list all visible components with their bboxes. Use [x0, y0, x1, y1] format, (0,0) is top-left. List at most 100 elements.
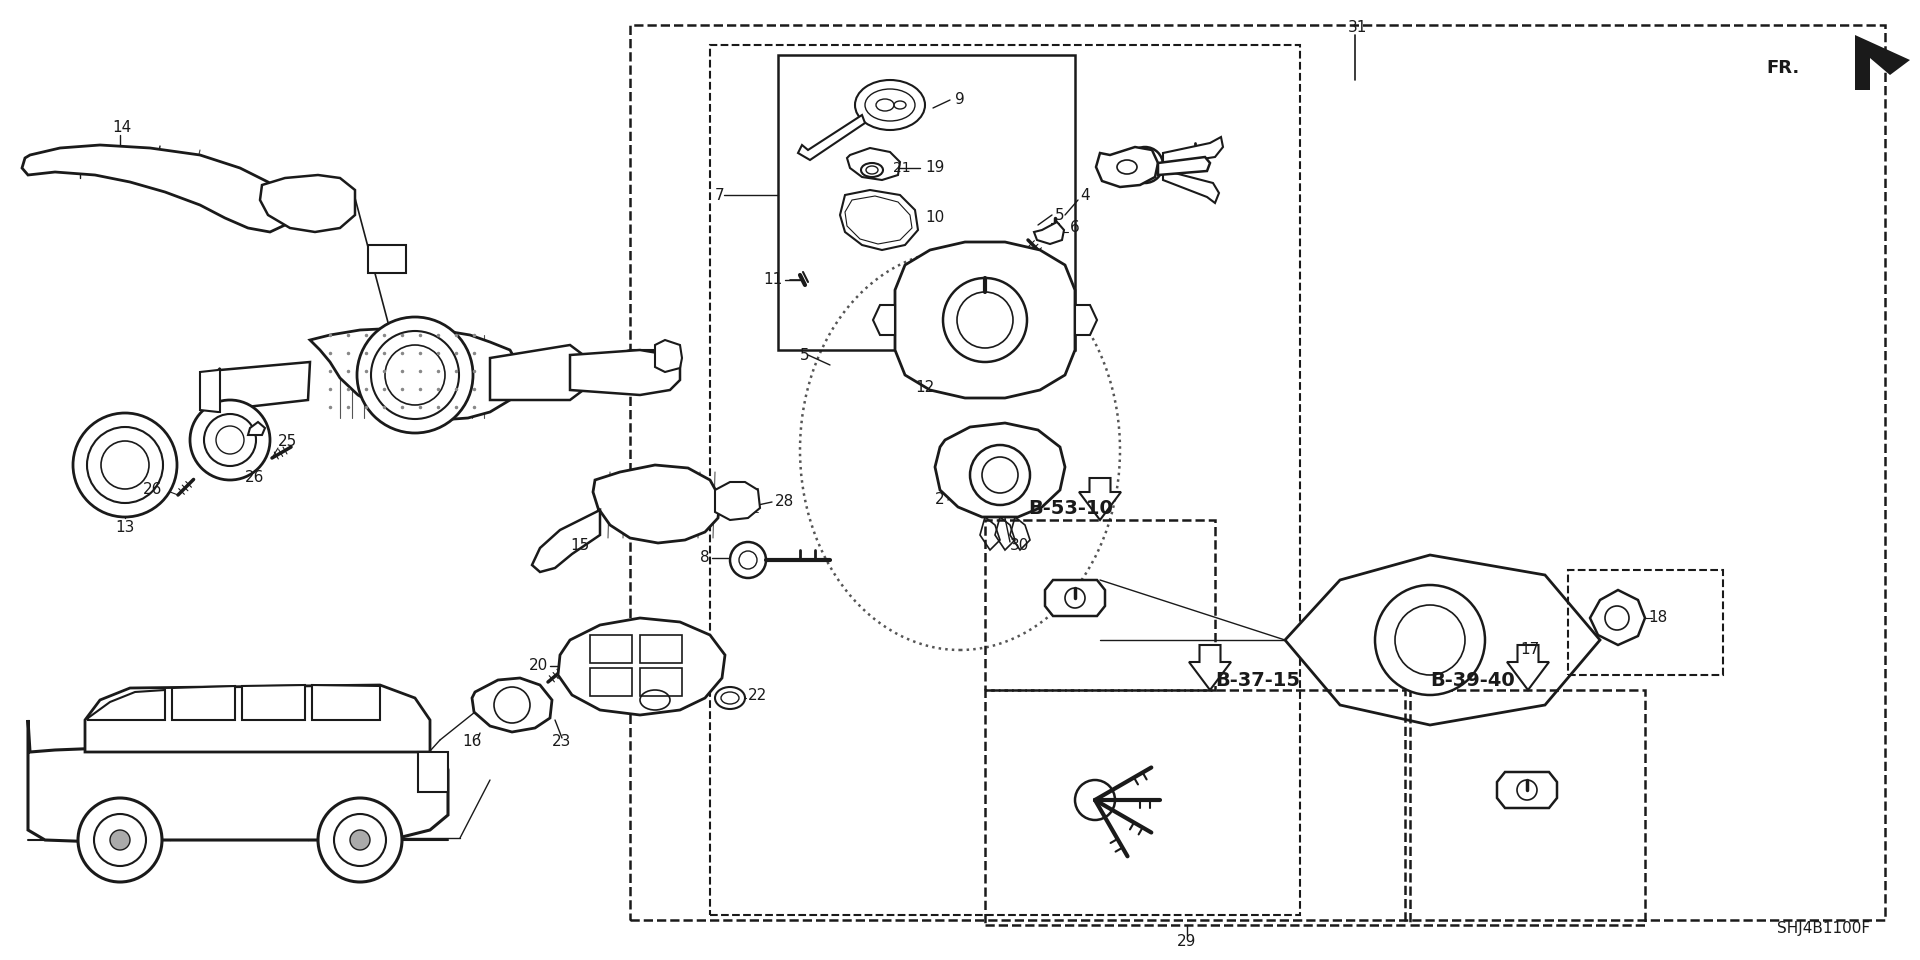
Text: 15: 15: [570, 538, 589, 553]
Text: 17: 17: [1521, 642, 1540, 658]
Polygon shape: [1284, 555, 1599, 725]
Polygon shape: [472, 678, 553, 732]
Text: 16: 16: [463, 734, 482, 750]
Polygon shape: [248, 422, 265, 435]
Polygon shape: [1035, 222, 1064, 244]
Polygon shape: [242, 685, 305, 720]
Bar: [985, 520, 1215, 690]
Text: B-53-10: B-53-10: [1027, 498, 1114, 517]
Polygon shape: [532, 510, 599, 572]
Text: 26: 26: [246, 470, 265, 486]
Polygon shape: [173, 686, 234, 720]
Polygon shape: [88, 690, 165, 720]
Polygon shape: [1498, 772, 1557, 808]
Text: 9: 9: [954, 92, 964, 108]
Bar: [369, 245, 405, 273]
Polygon shape: [1590, 590, 1645, 645]
Text: 22: 22: [749, 688, 768, 704]
Text: 11: 11: [764, 273, 783, 287]
Bar: [630, 25, 1885, 920]
Circle shape: [190, 400, 271, 480]
Text: 26: 26: [142, 483, 161, 497]
Text: 12: 12: [916, 380, 935, 396]
Circle shape: [943, 278, 1027, 362]
Circle shape: [79, 798, 161, 882]
Text: B-37-15: B-37-15: [1215, 670, 1300, 689]
Polygon shape: [655, 340, 682, 372]
Bar: [589, 668, 632, 696]
Polygon shape: [799, 115, 866, 160]
Text: 5: 5: [801, 348, 810, 363]
Text: 19: 19: [925, 160, 945, 176]
Polygon shape: [1164, 137, 1223, 165]
Bar: [1409, 690, 1645, 925]
Polygon shape: [21, 145, 292, 232]
Text: 29: 29: [1177, 934, 1196, 949]
Circle shape: [109, 830, 131, 850]
Bar: [419, 752, 447, 792]
Polygon shape: [84, 685, 430, 752]
Text: FR.: FR.: [1766, 59, 1801, 77]
Circle shape: [94, 814, 146, 866]
Circle shape: [730, 542, 766, 578]
Polygon shape: [259, 175, 355, 232]
Circle shape: [1066, 588, 1085, 608]
Polygon shape: [209, 362, 309, 410]
Circle shape: [349, 830, 371, 850]
Circle shape: [1517, 780, 1538, 800]
Polygon shape: [29, 720, 447, 842]
Text: 6: 6: [1069, 221, 1079, 235]
Polygon shape: [309, 328, 520, 420]
Text: 30: 30: [1010, 538, 1029, 553]
Polygon shape: [935, 423, 1066, 517]
Ellipse shape: [714, 687, 745, 709]
Text: 8: 8: [701, 550, 710, 565]
Circle shape: [334, 814, 386, 866]
Polygon shape: [559, 618, 726, 715]
Bar: [1569, 570, 1722, 675]
Text: 14: 14: [111, 121, 131, 135]
Text: 28: 28: [776, 494, 795, 510]
Bar: [589, 635, 632, 663]
Polygon shape: [200, 368, 221, 412]
Circle shape: [1605, 606, 1628, 630]
Text: 25: 25: [278, 435, 298, 449]
Polygon shape: [1188, 645, 1231, 690]
Text: 18: 18: [1647, 611, 1667, 626]
Polygon shape: [570, 350, 680, 395]
Bar: [710, 45, 1300, 915]
Text: 20: 20: [528, 659, 547, 674]
Bar: [778, 55, 1075, 350]
Polygon shape: [841, 190, 918, 250]
Circle shape: [970, 445, 1029, 505]
Polygon shape: [847, 148, 900, 180]
Circle shape: [319, 798, 401, 882]
Text: 13: 13: [115, 519, 134, 535]
Bar: [639, 635, 682, 663]
Polygon shape: [874, 305, 895, 335]
Polygon shape: [311, 685, 380, 720]
Bar: [639, 668, 682, 696]
Circle shape: [1375, 585, 1484, 695]
Text: 23: 23: [553, 734, 572, 750]
Text: 31: 31: [1348, 20, 1367, 36]
Text: 2: 2: [935, 492, 945, 508]
Ellipse shape: [854, 80, 925, 130]
Polygon shape: [1164, 170, 1219, 203]
Circle shape: [73, 413, 177, 517]
Polygon shape: [1855, 35, 1910, 90]
Ellipse shape: [860, 163, 883, 177]
Text: 5: 5: [1054, 207, 1064, 223]
Polygon shape: [593, 465, 720, 543]
Polygon shape: [490, 345, 589, 400]
Bar: [985, 690, 1405, 925]
Text: 7: 7: [714, 187, 724, 203]
Text: B-39-40: B-39-40: [1430, 670, 1515, 689]
Polygon shape: [1079, 478, 1121, 520]
Polygon shape: [1075, 305, 1096, 335]
Polygon shape: [845, 196, 912, 244]
Polygon shape: [1158, 157, 1210, 175]
Circle shape: [357, 317, 472, 433]
Polygon shape: [1044, 580, 1106, 616]
Polygon shape: [1507, 645, 1549, 690]
